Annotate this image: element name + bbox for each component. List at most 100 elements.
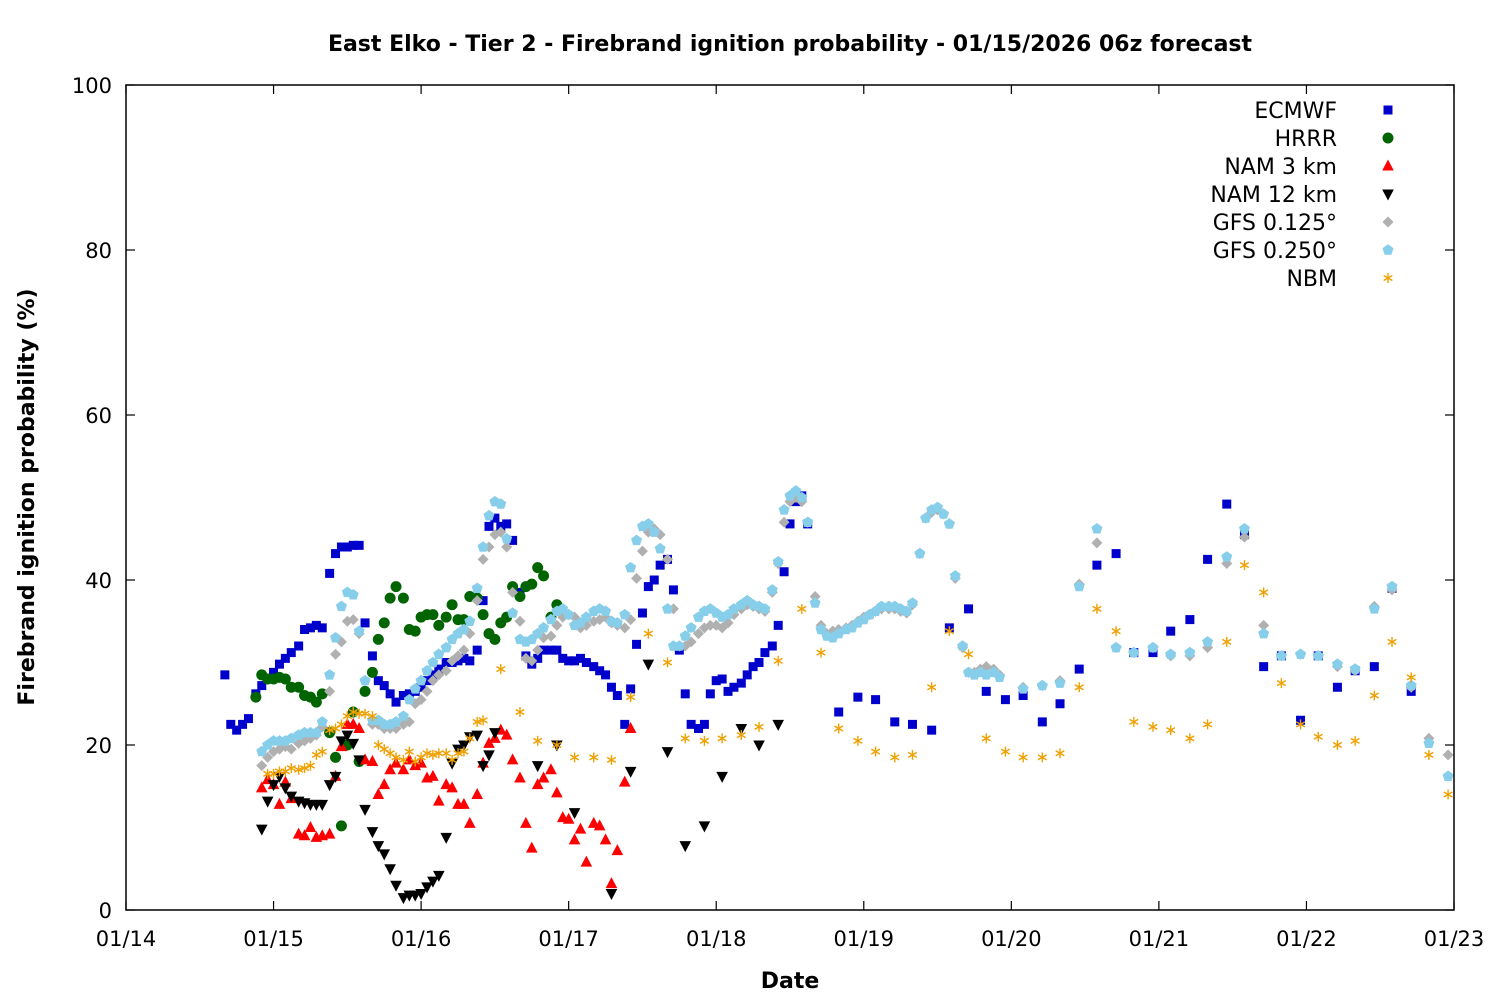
data-point (699, 735, 710, 746)
data-point (427, 609, 439, 621)
data-point (359, 674, 371, 686)
data-point (398, 691, 408, 700)
data-point (1387, 636, 1397, 647)
data-point (366, 827, 379, 839)
data-point (279, 783, 292, 795)
data-point (273, 771, 286, 783)
data-point (464, 615, 476, 626)
data-point (772, 719, 784, 731)
data-point (729, 682, 739, 692)
y-tick-label: 100 (72, 74, 112, 98)
data-point (618, 775, 631, 787)
data-point (459, 746, 469, 757)
x-axis-label: Date (761, 969, 820, 994)
data-point (433, 619, 445, 631)
data-point (599, 833, 612, 845)
data-point (434, 748, 444, 759)
data-point (1091, 523, 1103, 534)
data-point (1258, 619, 1270, 631)
data-point (348, 540, 358, 550)
data-point (754, 658, 764, 667)
data-point (257, 681, 267, 691)
data-point (501, 541, 513, 553)
data-point (778, 516, 790, 528)
data-points (220, 485, 1454, 905)
data-point (390, 581, 402, 593)
data-point (390, 880, 402, 892)
data-point (625, 692, 636, 703)
data-point (477, 761, 489, 773)
data-point (367, 711, 378, 722)
y-tick-label: 40 (85, 569, 112, 593)
data-point (372, 841, 385, 853)
data-point (773, 655, 783, 666)
data-point (347, 589, 359, 600)
data-point (421, 664, 433, 676)
data-point (441, 748, 451, 759)
y-tick-label: 20 (85, 734, 112, 758)
data-point (569, 752, 580, 763)
data-point (360, 708, 370, 719)
data-point (754, 721, 764, 732)
data-point (1111, 549, 1121, 559)
data-point (742, 670, 752, 680)
data-point (483, 509, 495, 521)
data-point (311, 749, 322, 760)
data-point (336, 542, 346, 552)
data-point (416, 682, 426, 692)
data-point (601, 670, 611, 680)
data-point (551, 786, 563, 798)
data-point (537, 771, 550, 783)
data-point (1259, 662, 1269, 672)
legend-label: GFS 0.125° (1213, 211, 1337, 236)
data-point (1312, 650, 1324, 661)
data-point (937, 508, 949, 519)
data-point (532, 562, 544, 574)
data-point (531, 778, 544, 790)
data-point (422, 676, 432, 686)
data-point (478, 715, 488, 726)
data-point (834, 723, 844, 734)
data-point (262, 768, 273, 779)
data-point (280, 653, 290, 663)
data-point (520, 816, 532, 828)
data-point (927, 725, 937, 735)
data-point (459, 653, 469, 663)
data-point (379, 744, 389, 755)
data-point (495, 498, 507, 509)
data-point (397, 710, 409, 721)
data-point (759, 603, 771, 614)
data-point (531, 761, 544, 773)
data-point (373, 676, 383, 686)
data-point (458, 797, 470, 809)
data-point (620, 719, 630, 729)
data-point (619, 608, 631, 620)
data-point (1092, 560, 1102, 570)
legend-label: NAM 12 km (1210, 183, 1337, 208)
data-point (294, 641, 304, 651)
data-point (809, 597, 821, 608)
data-point (331, 549, 341, 559)
data-point (766, 584, 778, 595)
data-point (330, 648, 342, 660)
data-point (501, 532, 513, 544)
data-point (269, 667, 279, 677)
data-point (563, 608, 575, 620)
data-point (378, 778, 391, 790)
x-tick-label: 01/16 (391, 927, 452, 951)
data-point (1238, 523, 1250, 534)
data-point (552, 645, 562, 655)
data-point (415, 889, 427, 900)
data-point (433, 669, 445, 681)
data-point (779, 567, 789, 577)
data-point (506, 753, 519, 765)
data-point (545, 613, 557, 625)
data-point (890, 717, 900, 727)
data-point (440, 832, 452, 844)
legend-marker (1382, 189, 1394, 201)
data-point (1221, 551, 1233, 562)
data-point (532, 644, 544, 656)
data-point (335, 820, 347, 832)
data-point (397, 763, 410, 775)
